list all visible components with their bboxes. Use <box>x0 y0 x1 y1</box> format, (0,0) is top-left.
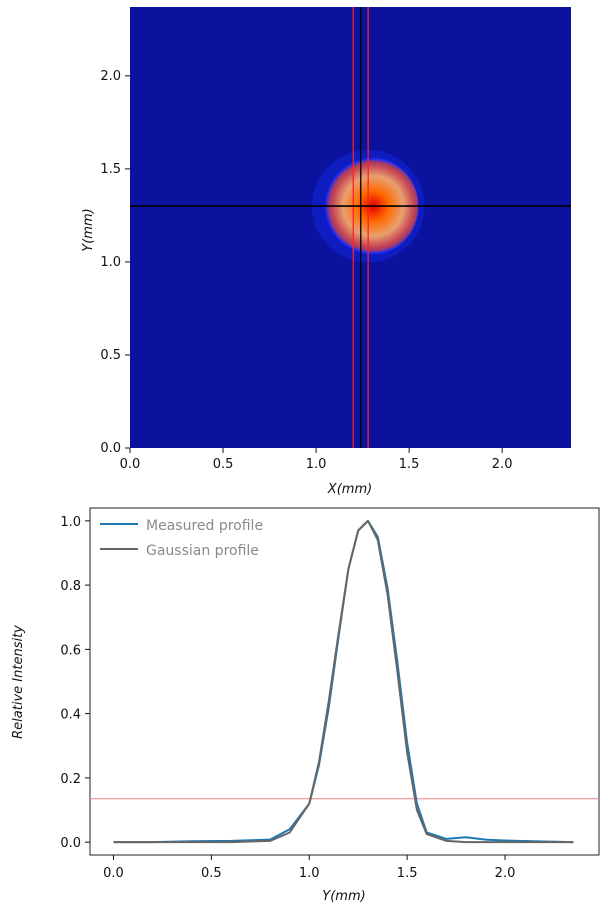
heatmap-y-tick-label: 0.5 <box>100 348 121 363</box>
profile-x-tick-label: 0.5 <box>201 866 222 881</box>
profile-y-tick-label: 0.0 <box>60 836 81 851</box>
heatmap-x-tick-label: 2.0 <box>492 457 513 472</box>
heatmap-y-tick-label: 1.0 <box>100 255 121 270</box>
profile-ticks: 0.0 0.5 1.0 1.5 2.0 0.0 0.2 0.4 0.6 0.8 1.0 <box>60 515 515 881</box>
profile-x-tick-label: 1.5 <box>397 866 418 881</box>
profile-y-tick-label: 0.8 <box>60 579 81 594</box>
heatmap-y-tick-label: 0.0 <box>100 441 121 456</box>
profile-y-tick-label: 1.0 <box>60 515 81 530</box>
profile-x-tick-label: 1.0 <box>299 866 320 881</box>
profile-y-tick-label: 0.4 <box>60 708 81 723</box>
legend-label-measured: Measured profile <box>146 518 263 534</box>
heatmap-x-tick-label: 1.0 <box>306 457 327 472</box>
heatmap-ticks: 0.0 0.5 1.0 1.5 2.0 0.0 0.5 1.0 1.5 2.0 <box>100 69 512 472</box>
heatmap-x-tick-label: 0.0 <box>120 457 141 472</box>
profile-y-tick-label: 0.2 <box>60 772 81 787</box>
profile-legend: Measured profile Gaussian profile <box>95 512 263 568</box>
profile-x-axis-label: Y(mm) <box>322 889 365 903</box>
profile-plot-area <box>89 507 600 856</box>
beam-heatmap-panel: 0.0 0.5 1.0 1.5 2.0 0.0 0.5 1.0 1.5 2.0 X(mm) Y(m… <box>81 7 571 497</box>
heatmap-x-axis-label: X(mm) <box>327 482 372 497</box>
profile-x-tick-label: 0.0 <box>103 866 124 881</box>
profile-series-lines <box>113 519 574 844</box>
intensity-profile-panel: 0.0 0.5 1.0 1.5 2.0 0.0 0.2 0.4 0.6 0.8 1.0 Measur… <box>11 507 600 903</box>
series-line-1 <box>113 519 574 844</box>
profile-y-axis-label: Relative Intensity <box>11 625 26 739</box>
heatmap-cursor-lines <box>130 7 571 448</box>
legend-label-gaussian: Gaussian profile <box>146 543 259 559</box>
heatmap-y-axis-label: Y(mm) <box>81 208 96 251</box>
heatmap-y-tick-label: 2.0 <box>100 69 121 84</box>
profile-y-tick-label: 0.6 <box>60 643 81 658</box>
profile-x-tick-label: 2.0 <box>495 866 516 881</box>
legend-box <box>95 512 161 568</box>
heatmap-y-tick-label: 1.5 <box>100 162 121 177</box>
heatmap-x-tick-label: 0.5 <box>213 457 234 472</box>
heatmap-x-tick-label: 1.5 <box>399 457 420 472</box>
